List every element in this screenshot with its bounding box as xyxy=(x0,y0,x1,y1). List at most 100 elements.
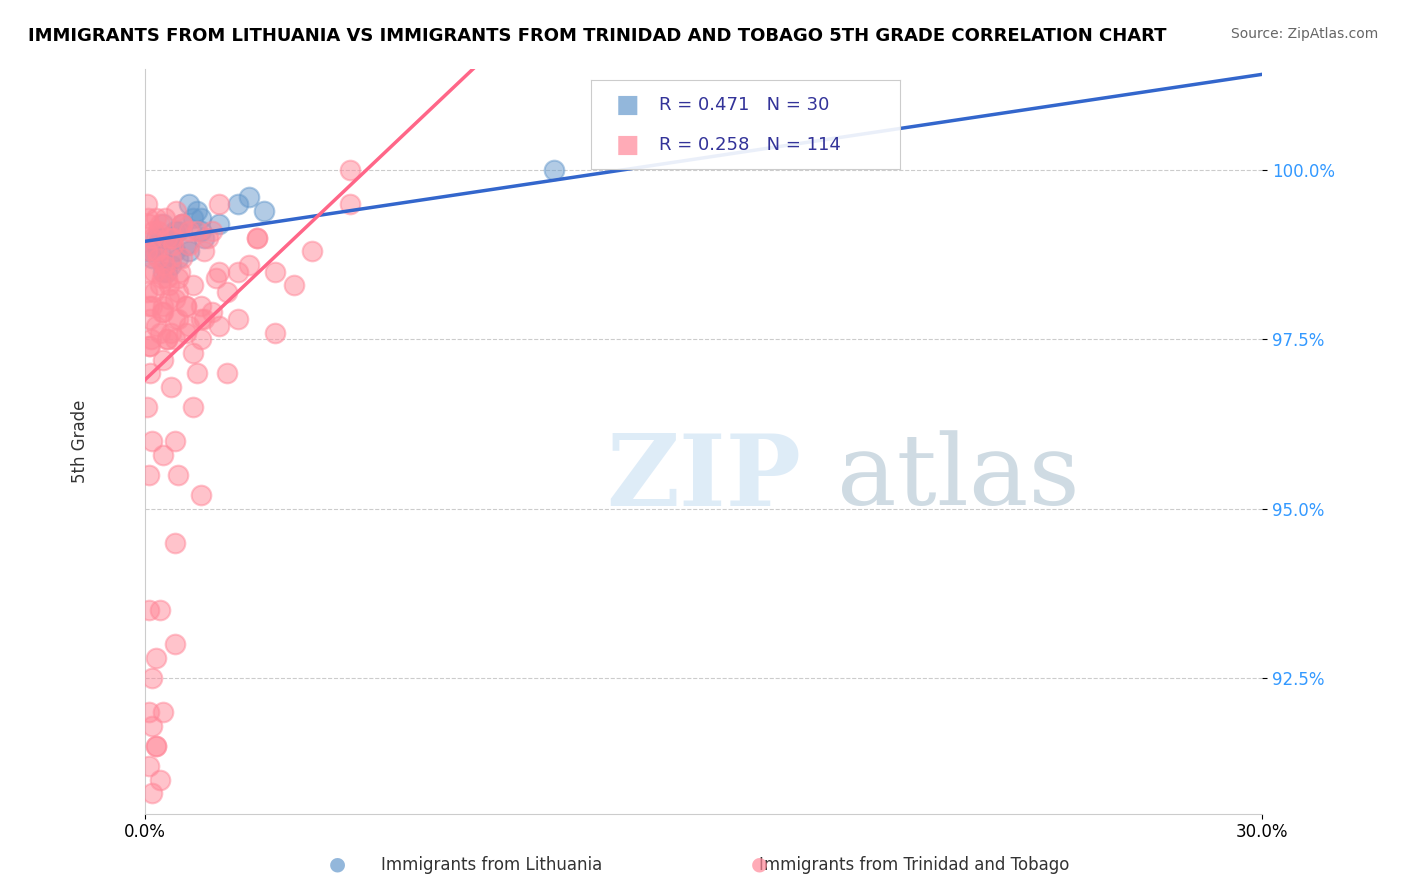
Point xyxy=(139,312,162,326)
Point xyxy=(264,326,287,340)
Point xyxy=(181,211,204,225)
Point xyxy=(135,285,157,299)
Point xyxy=(186,224,208,238)
Point xyxy=(138,299,160,313)
Point xyxy=(162,231,184,245)
Point xyxy=(156,231,179,245)
Point xyxy=(167,224,190,238)
Text: Immigrants from Lithuania: Immigrants from Lithuania xyxy=(381,855,603,873)
Point xyxy=(138,339,160,353)
Point xyxy=(162,237,184,252)
Point xyxy=(163,244,186,259)
Point xyxy=(190,312,212,326)
Text: ■: ■ xyxy=(616,133,638,156)
Point xyxy=(170,251,193,265)
Point xyxy=(157,292,180,306)
Point xyxy=(160,231,183,245)
Point xyxy=(160,326,183,340)
Point xyxy=(145,244,167,259)
Point xyxy=(190,224,212,238)
Point xyxy=(138,705,160,719)
Point xyxy=(301,244,323,259)
Point xyxy=(179,197,201,211)
Point xyxy=(174,299,197,313)
Point xyxy=(156,333,179,347)
Point xyxy=(339,197,361,211)
Point xyxy=(141,434,163,448)
Point xyxy=(136,211,159,225)
Point xyxy=(150,271,173,285)
Text: ■: ■ xyxy=(616,94,638,117)
Point xyxy=(152,352,174,367)
Point xyxy=(156,231,179,245)
Point xyxy=(160,380,183,394)
Point xyxy=(208,197,231,211)
Text: ●: ● xyxy=(751,855,768,873)
Point xyxy=(193,312,215,326)
Point xyxy=(149,772,172,787)
Point xyxy=(181,400,204,414)
Point xyxy=(226,312,249,326)
Point xyxy=(152,448,174,462)
Point xyxy=(190,211,212,225)
Point xyxy=(135,244,157,259)
Point xyxy=(186,203,208,218)
Point xyxy=(149,603,172,617)
Point xyxy=(174,299,197,313)
Point xyxy=(163,434,186,448)
Y-axis label: 5th Grade: 5th Grade xyxy=(72,400,89,483)
Point xyxy=(138,217,160,231)
Point xyxy=(138,467,160,482)
Point xyxy=(152,299,174,313)
Point xyxy=(339,163,361,178)
Point xyxy=(174,237,197,252)
Point xyxy=(163,312,186,326)
Point xyxy=(141,671,163,685)
Point xyxy=(160,231,183,245)
Point xyxy=(179,237,201,252)
Point xyxy=(152,217,174,231)
Point xyxy=(245,231,267,245)
Point xyxy=(215,285,238,299)
Point xyxy=(190,333,212,347)
Point xyxy=(155,211,177,225)
Point xyxy=(163,535,186,549)
Point xyxy=(253,203,276,218)
Point xyxy=(141,251,163,265)
Point xyxy=(190,488,212,502)
Point xyxy=(170,217,193,231)
Point xyxy=(167,312,190,326)
Point xyxy=(160,251,183,265)
Point xyxy=(201,305,224,319)
Point xyxy=(141,244,163,259)
Point xyxy=(190,299,212,313)
Point xyxy=(155,258,177,272)
Point xyxy=(139,339,162,353)
Point xyxy=(167,271,190,285)
Point xyxy=(149,278,172,293)
Text: R = 0.471   N = 30: R = 0.471 N = 30 xyxy=(658,96,830,114)
Point xyxy=(141,231,163,245)
Point xyxy=(238,258,260,272)
Point xyxy=(152,265,174,279)
Text: Immigrants from Trinidad and Tobago: Immigrants from Trinidad and Tobago xyxy=(759,855,1069,873)
Point xyxy=(186,367,208,381)
Point xyxy=(201,224,224,238)
Point xyxy=(204,271,226,285)
Point xyxy=(138,603,160,617)
Point xyxy=(156,271,179,285)
Point xyxy=(141,299,163,313)
Point xyxy=(156,265,179,279)
Point xyxy=(179,318,201,333)
Point xyxy=(149,217,172,231)
Point xyxy=(174,326,197,340)
Point xyxy=(145,237,167,252)
Point xyxy=(141,786,163,800)
Point xyxy=(143,265,166,279)
Point xyxy=(163,637,186,651)
Point xyxy=(181,278,204,293)
Point xyxy=(138,759,160,773)
Point xyxy=(226,265,249,279)
Point xyxy=(145,739,167,753)
Point xyxy=(145,650,167,665)
